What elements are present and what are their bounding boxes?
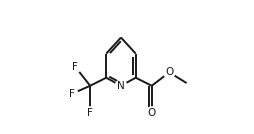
Circle shape	[70, 61, 81, 73]
Text: N: N	[117, 81, 125, 91]
Circle shape	[164, 67, 175, 78]
Circle shape	[85, 107, 96, 118]
Circle shape	[67, 88, 78, 99]
Circle shape	[115, 80, 126, 91]
Text: F: F	[69, 89, 75, 99]
Text: O: O	[148, 108, 156, 118]
Circle shape	[146, 107, 157, 118]
Text: F: F	[72, 62, 78, 72]
Text: F: F	[87, 108, 93, 118]
Text: O: O	[165, 67, 173, 77]
